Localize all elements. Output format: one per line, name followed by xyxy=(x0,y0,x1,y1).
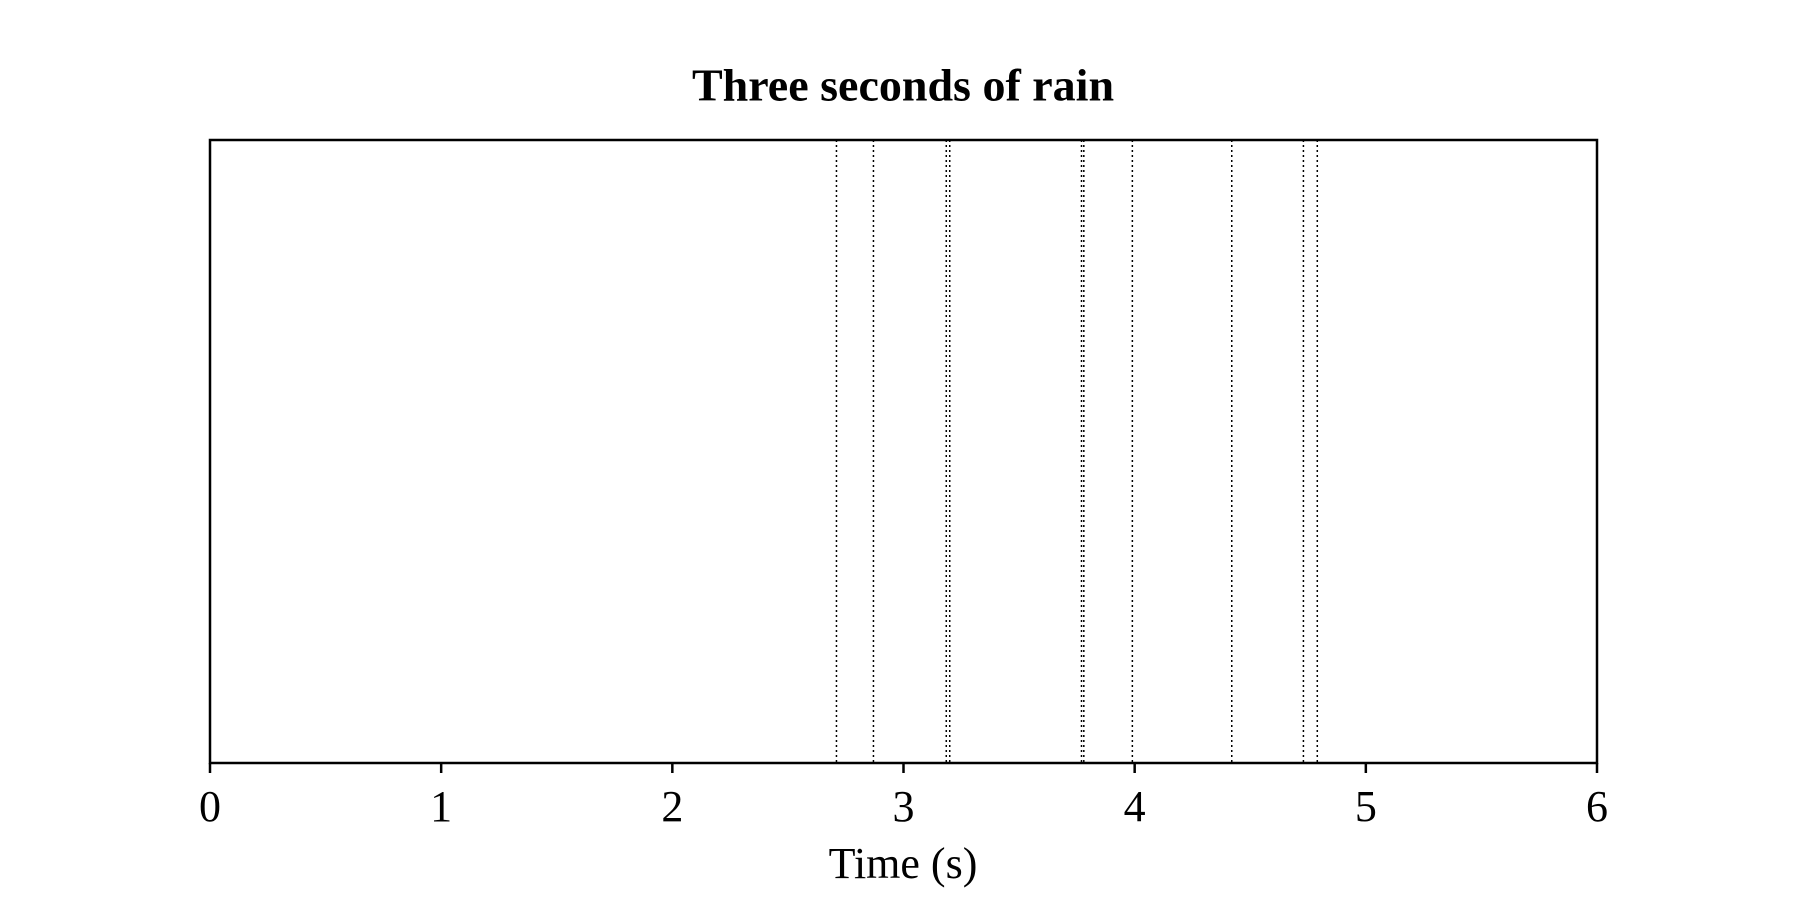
chart-title: Three seconds of rain xyxy=(692,60,1114,111)
x-tick-label: 2 xyxy=(661,782,683,831)
x-tick-label: 4 xyxy=(1124,782,1146,831)
x-axis-label: Time (s) xyxy=(829,839,978,888)
x-tick-label: 5 xyxy=(1355,782,1377,831)
x-tick-label: 6 xyxy=(1586,782,1608,831)
x-tick-label: 3 xyxy=(893,782,915,831)
x-tick-label: 0 xyxy=(199,782,221,831)
x-tick-label: 1 xyxy=(430,782,452,831)
